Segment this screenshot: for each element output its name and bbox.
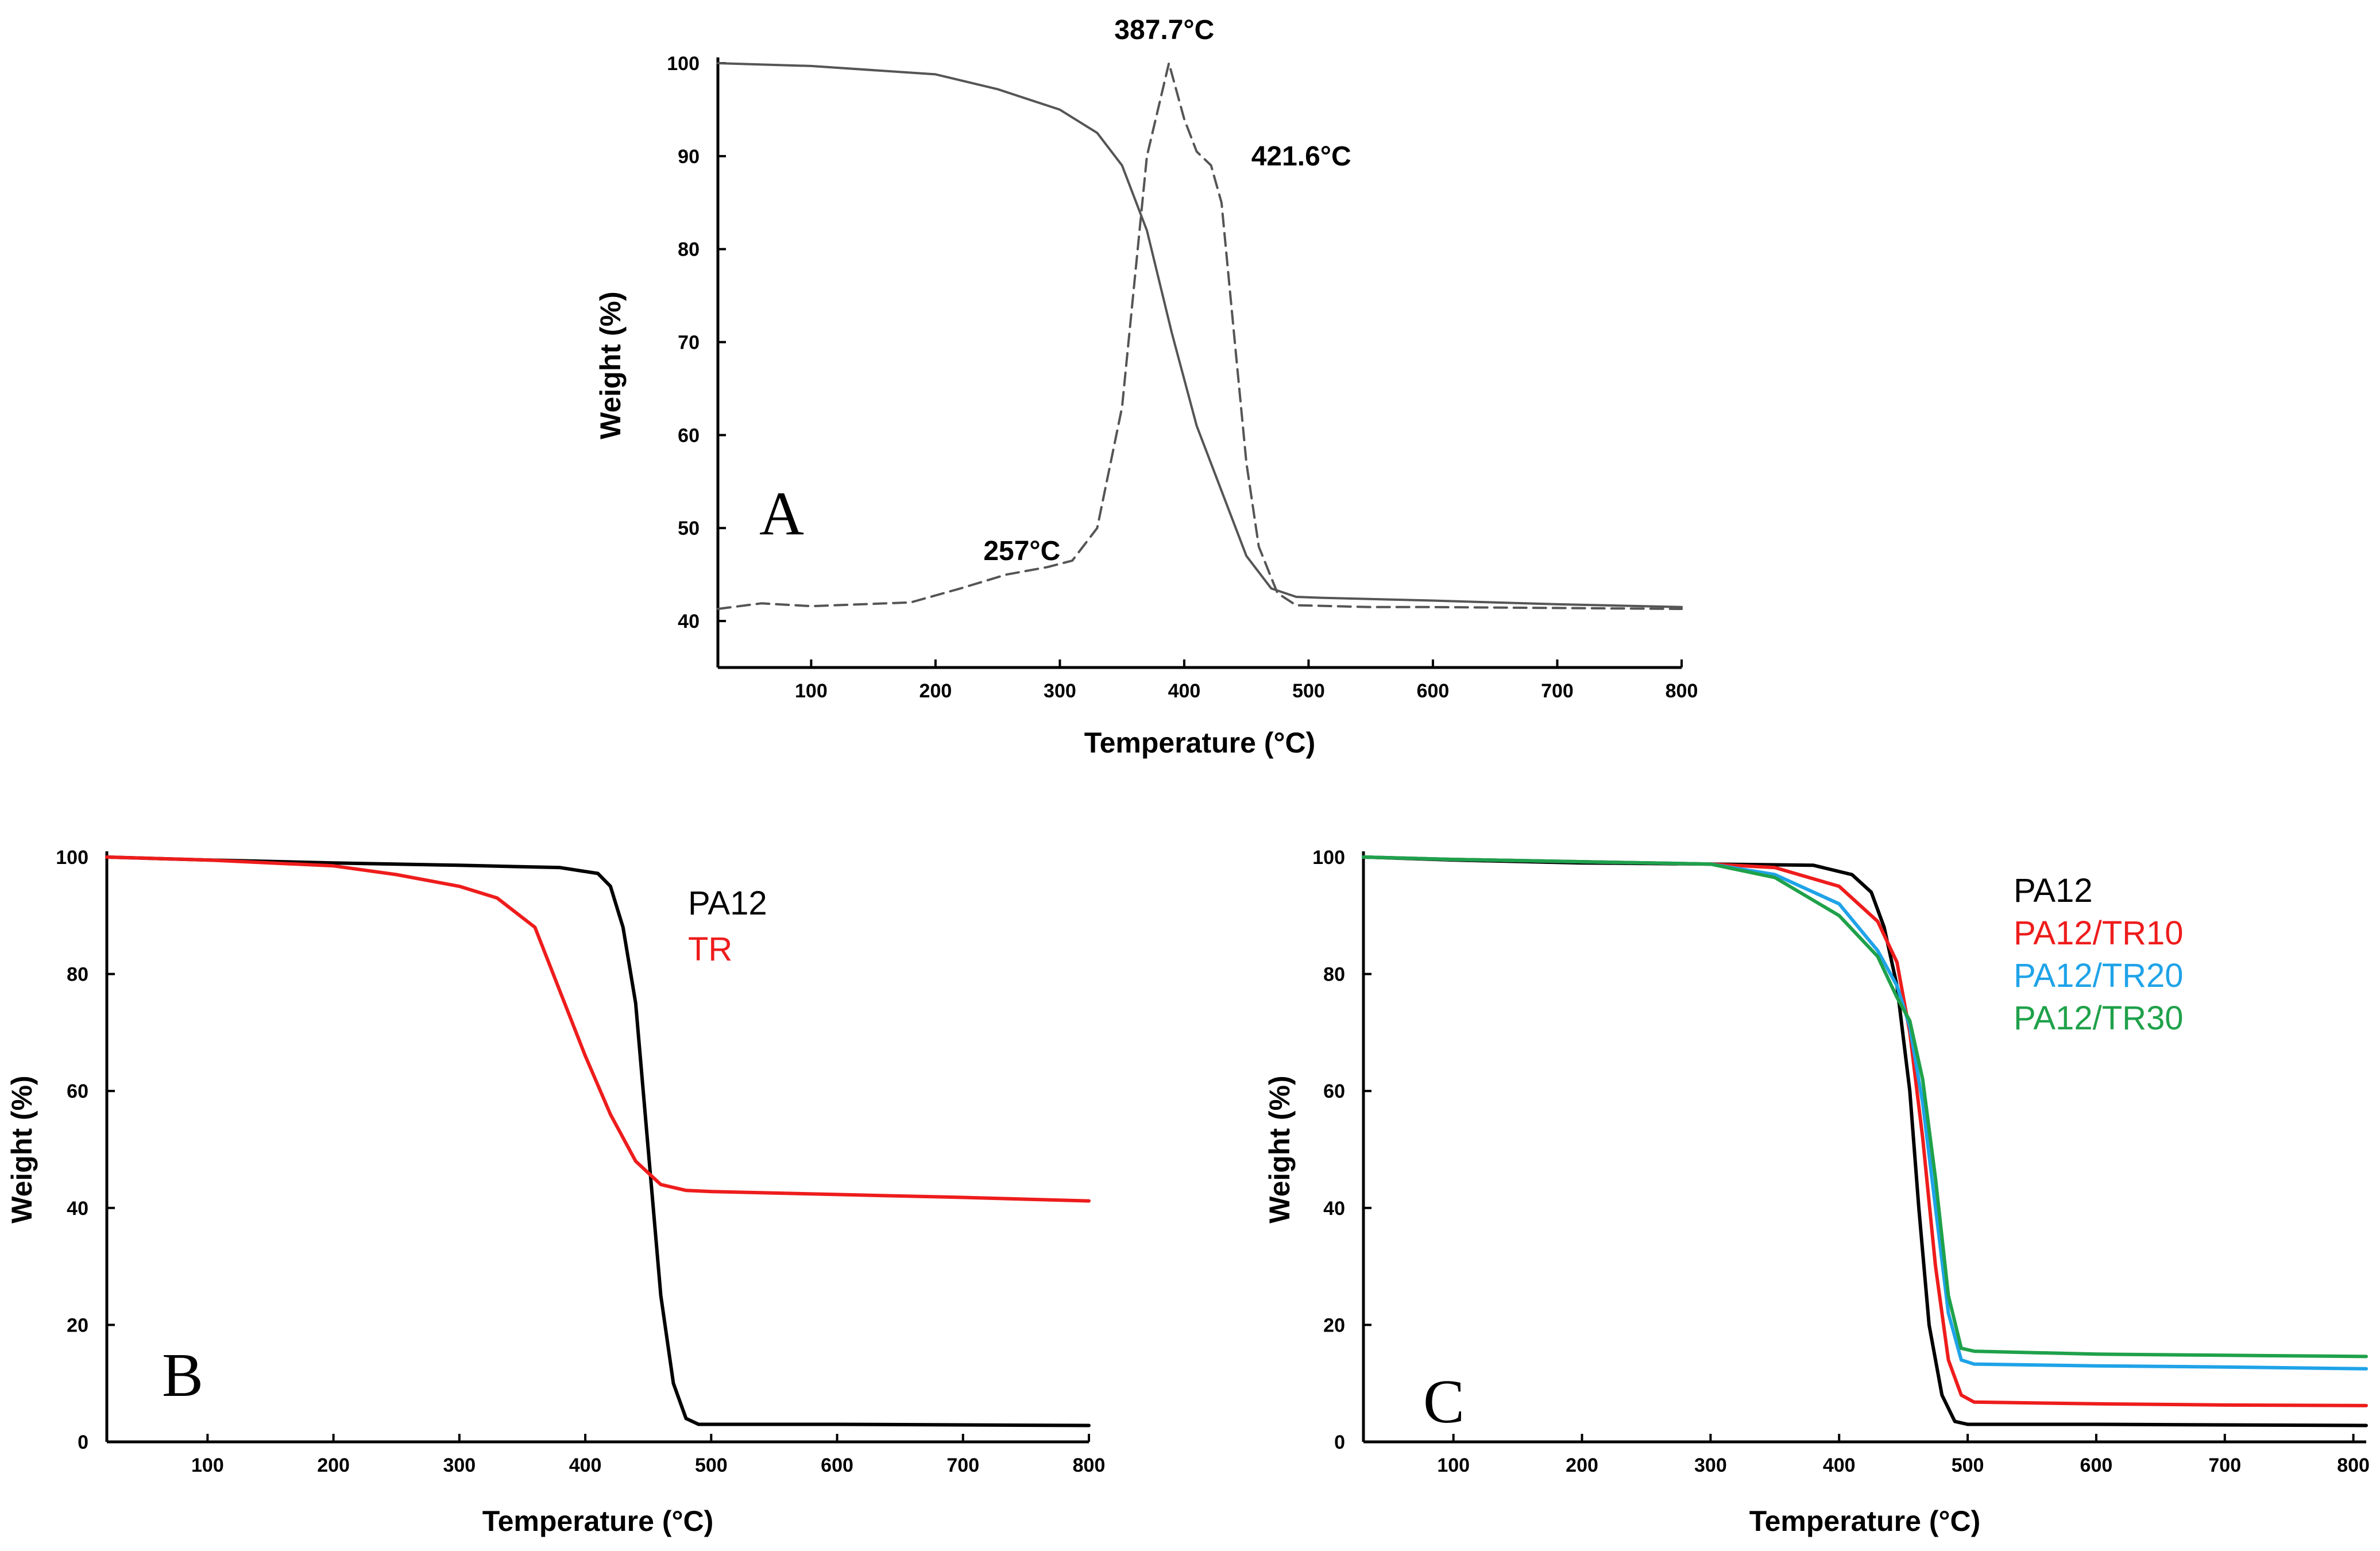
x-tick-label-c: 300 — [1694, 1454, 1727, 1476]
peak-annotation-a: 257°C — [983, 536, 1060, 566]
x-tick-label-c: 700 — [2208, 1454, 2241, 1476]
y-tick-label-c: 0 — [1334, 1432, 1345, 1453]
y-axis-title-a: Weight (%) — [594, 291, 627, 439]
y-tick-label-a: 80 — [678, 239, 700, 261]
x-tick-label-a: 800 — [1666, 680, 1698, 702]
panel-c-chart: 100 200 300 400 500 600 700 800 0 20 40 60 80 100 Temp… — [1264, 847, 2370, 1537]
series-line-c-pa12-tr30 — [1362, 855, 2368, 1359]
x-tick-label-c: 400 — [1823, 1454, 1856, 1476]
x-tick-label-b: 800 — [1073, 1454, 1106, 1476]
legend-entry-c: PA12/TR20 — [2014, 957, 2184, 994]
y-axis-title-c: Weight (%) — [1264, 1075, 1296, 1223]
y-tick-label-b: 40 — [67, 1198, 88, 1220]
legend-entry-c: PA12/TR10 — [2014, 915, 2184, 952]
y-tick-label-a: 90 — [678, 146, 700, 168]
series-line-a-solid-1 — [717, 62, 1683, 608]
x-tick-label-a: 600 — [1417, 680, 1450, 702]
legend-entry-c: PA12 — [2014, 872, 2093, 909]
x-tick-label-c: 100 — [1437, 1454, 1470, 1476]
x-tick-label-a: 100 — [795, 680, 828, 702]
x-tick-label-a: 300 — [1044, 680, 1076, 702]
x-tick-label-a: 400 — [1168, 680, 1201, 702]
series-line-b-pa12 — [105, 855, 1091, 1427]
y-tick-label-b: 0 — [78, 1432, 88, 1453]
x-tick-label-a: 500 — [1292, 680, 1325, 702]
y-axis-title-b: Weight (%) — [6, 1075, 38, 1223]
x-tick-label-a: 700 — [1541, 680, 1574, 702]
panel-label-b: B — [162, 1341, 203, 1410]
x-axis-title-a: Temperature (°C) — [1084, 727, 1315, 759]
x-tick-label-b: 200 — [317, 1454, 350, 1476]
x-axis-title-c: Temperature (°C) — [1749, 1505, 1980, 1537]
y-tick-label-b: 60 — [67, 1081, 88, 1102]
y-tick-label-b: 100 — [56, 847, 88, 869]
y-tick-label-a: 100 — [667, 53, 700, 75]
x-axis-title-b: Temperature (°C) — [482, 1505, 713, 1537]
y-tick-label-a: 40 — [678, 611, 700, 632]
series-line-a-dashed-2 — [717, 62, 1683, 610]
x-tick-label-c: 800 — [2337, 1454, 2370, 1476]
x-tick-label-b: 500 — [695, 1454, 728, 1476]
x-tick-label-c: 200 — [1566, 1454, 1598, 1476]
y-tick-label-a: 50 — [678, 518, 700, 539]
x-tick-label-c: 500 — [1952, 1454, 1984, 1476]
legend-entry-b: PA12 — [688, 885, 767, 922]
panel-a-chart: 100 200 300 400 500 600 700 800 40 50 60 70 80 90 100 T… — [594, 15, 1698, 759]
y-tick-label-a: 70 — [678, 332, 700, 354]
x-tick-label-a: 200 — [919, 680, 952, 702]
y-tick-label-c: 80 — [1323, 964, 1345, 986]
x-tick-label-b: 400 — [569, 1454, 602, 1476]
series-line-b-tr — [105, 855, 1091, 1203]
y-tick-label-c: 60 — [1323, 1081, 1345, 1102]
series-line-c-pa12-tr20 — [1362, 855, 2368, 1371]
x-tick-label-b: 700 — [946, 1454, 979, 1476]
y-tick-label-a: 60 — [678, 425, 700, 446]
y-tick-label-c: 40 — [1323, 1198, 1345, 1220]
peak-annotation-a: 421.6°C — [1251, 141, 1351, 172]
y-tick-label-b: 20 — [67, 1314, 88, 1336]
x-tick-label-b: 600 — [821, 1454, 853, 1476]
x-tick-label-b: 100 — [191, 1454, 224, 1476]
series-line-c-pa12-tr10 — [1362, 855, 2368, 1407]
legend-entry-b: TR — [688, 931, 732, 968]
x-tick-label-b: 300 — [443, 1454, 476, 1476]
y-tick-label-b: 80 — [67, 964, 88, 986]
x-tick-label-c: 600 — [2080, 1454, 2113, 1476]
panel-b-chart: 100 200 300 400 500 600 700 800 0 20 40 60 80 100 Temp… — [6, 847, 1105, 1537]
peak-annotation-a: 387.7°C — [1114, 15, 1214, 45]
legend-entry-c: PA12/TR30 — [2014, 1000, 2184, 1037]
y-tick-label-c: 20 — [1323, 1314, 1345, 1336]
panel-label-c: C — [1423, 1368, 1465, 1436]
panel-label-a: A — [759, 480, 804, 548]
y-tick-label-c: 100 — [1312, 847, 1345, 869]
